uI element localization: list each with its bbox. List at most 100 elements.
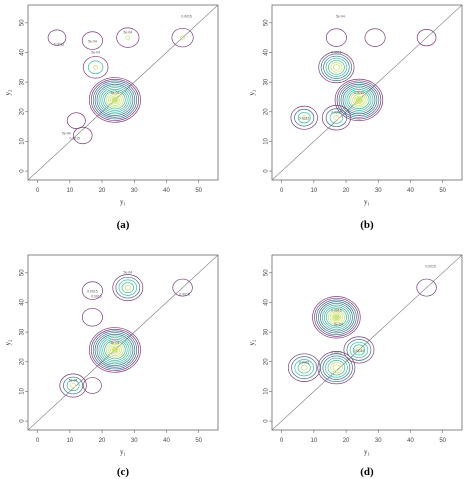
y-tick-label: 10 — [20, 387, 26, 394]
density-contour — [332, 64, 340, 71]
density-contour — [90, 328, 140, 371]
plot-area: 0.0015 0.0015 0.0015 0.0015 5e-04 — [272, 5, 462, 180]
chart-panel-d: 0.0015 0.0015 0.0015 0.0015 0.0015 5e-04 0 10 20… — [248, 254, 463, 478]
density-contour — [330, 62, 343, 73]
x-tick-label: 50 — [439, 188, 446, 194]
density-contour — [106, 342, 124, 358]
density-contour — [294, 359, 314, 377]
density-contour — [317, 351, 356, 385]
y-tick-label: 50 — [20, 269, 26, 276]
y-axis-label: y₂ — [4, 89, 12, 96]
contour-label: 0.0015 — [70, 137, 80, 141]
plot-frame — [271, 4, 463, 181]
density-contour — [352, 344, 366, 356]
density-core — [111, 346, 119, 353]
density-contour — [108, 93, 122, 106]
contour-label: 0.0015 — [331, 111, 341, 115]
y-tick-label: 20 — [264, 108, 270, 115]
density-contour — [323, 306, 349, 329]
x-tick-label: 0 — [280, 438, 284, 444]
density-contour — [93, 64, 99, 70]
density-contour — [291, 356, 318, 380]
density-contour — [82, 377, 102, 394]
density-contour — [329, 111, 344, 124]
density-contour — [312, 296, 361, 339]
x-tick-label: 40 — [163, 188, 170, 194]
plot-frame — [27, 254, 219, 431]
y-tick-label: 40 — [20, 48, 26, 55]
contour-label: 5e-04 — [123, 271, 132, 275]
density-contour — [96, 333, 134, 366]
density-contour — [338, 82, 380, 118]
density-contour — [121, 282, 134, 294]
density-contour — [109, 95, 120, 105]
density-contour — [321, 104, 351, 131]
y-tick-label: 0 — [264, 169, 270, 173]
density-contour — [328, 59, 345, 75]
density-contour — [340, 83, 378, 116]
density-contour — [102, 88, 128, 111]
density-contour — [72, 126, 93, 145]
panel-caption: (b) — [360, 219, 374, 231]
y-tick-label: 10 — [264, 387, 270, 394]
density-contour — [350, 92, 368, 108]
x-axis-label: y₁ — [364, 198, 370, 206]
y-tick-label: 30 — [264, 328, 270, 335]
density-contour — [171, 27, 194, 48]
y-tick-label: 40 — [264, 298, 270, 305]
density-contour — [416, 278, 437, 297]
density-contour — [115, 276, 141, 299]
x-tick-label: 0 — [36, 438, 40, 444]
y-tick-label: 30 — [20, 78, 26, 85]
density-contour — [344, 87, 374, 113]
plot-frame — [271, 254, 463, 431]
density-contour — [327, 360, 346, 376]
density-contour — [104, 340, 126, 360]
contour-label: 5e-04 — [111, 91, 120, 95]
density-core — [111, 96, 119, 103]
contour-label: 0.0015 — [331, 351, 341, 355]
contour-label: 0.0015 — [179, 293, 189, 297]
density-contour — [329, 311, 344, 324]
contour-label: 5e-04 — [123, 31, 132, 35]
contour-label: 0.0015 — [331, 308, 341, 312]
x-axis-label: y₁ — [120, 198, 126, 206]
density-contour — [334, 78, 384, 122]
density-contour — [100, 337, 130, 363]
y-tick-label: 10 — [264, 137, 270, 144]
density-contour — [323, 55, 350, 79]
x-tick-label: 10 — [67, 188, 74, 194]
y-axis-label: y₂ — [248, 339, 256, 346]
contour-label: 0.0015 — [425, 265, 435, 269]
density-contour — [98, 335, 132, 365]
density-contour — [301, 115, 307, 121]
x-tick-label: 30 — [131, 438, 138, 444]
x-tick-label: 50 — [439, 438, 446, 444]
density-contour — [416, 29, 437, 47]
density-contour — [81, 281, 103, 300]
y-tick-label: 10 — [20, 137, 26, 144]
density-contour — [94, 82, 136, 118]
x-tick-label: 40 — [407, 438, 414, 444]
density-contour — [98, 85, 132, 115]
panel-caption: (d) — [360, 466, 374, 478]
density-contour — [112, 274, 144, 302]
density-contour — [124, 284, 131, 291]
density-contour — [81, 308, 103, 327]
panel-caption: (c) — [117, 466, 130, 478]
x-tick-label: 10 — [67, 438, 74, 444]
density-contour — [325, 28, 347, 47]
density-contour — [180, 35, 185, 40]
density-contour — [346, 339, 372, 361]
y-tick-label: 0 — [20, 419, 26, 423]
y-tick-label: 20 — [264, 358, 270, 365]
y-axis-label: y₂ — [248, 89, 256, 96]
x-tick-label: 20 — [343, 188, 350, 194]
y-tick-label: 0 — [264, 419, 270, 423]
density-contour — [63, 376, 84, 395]
y-tick-label: 40 — [20, 298, 26, 305]
contour-label: 0.0015 — [91, 294, 101, 298]
density-contour — [316, 299, 357, 336]
